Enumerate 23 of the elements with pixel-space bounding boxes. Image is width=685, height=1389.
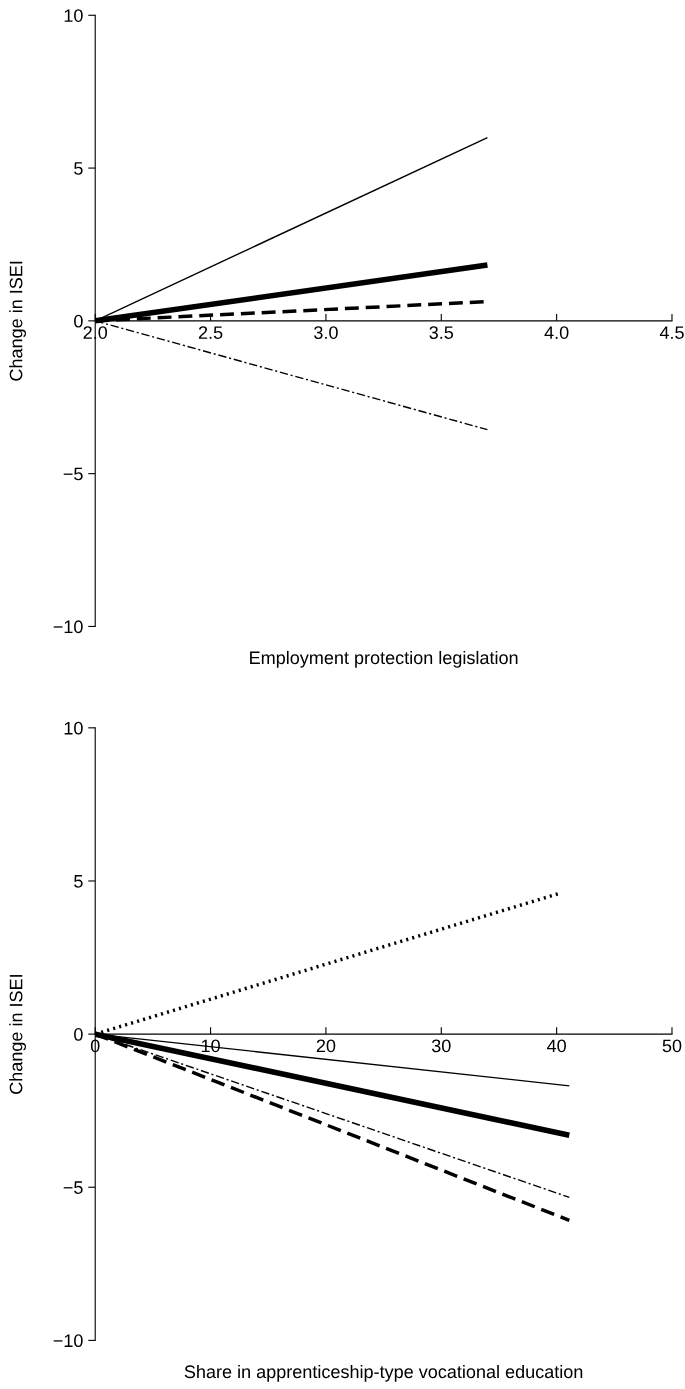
x-tick-label: 30 (431, 1039, 451, 1053)
x-tick-label: 3.0 (314, 326, 338, 339)
y-tick-label: −10 (53, 1334, 83, 1348)
x-tick-label: 4.5 (659, 326, 684, 339)
y-tick-label: 10 (64, 9, 83, 22)
x-tick-label: 3.5 (429, 326, 454, 339)
y-tick-label: 0 (74, 1028, 83, 1041)
y-tick-label: −10 (53, 620, 83, 634)
y-tick-label: 0 (74, 314, 83, 328)
y-tick-label: 10 (64, 721, 83, 735)
x-axis-title: Share in apprenticeship-type vocational education (184, 1364, 583, 1382)
x-tick-label: 40 (547, 1039, 566, 1053)
x-axis-title: Employment protection legislation (250, 650, 518, 668)
x-tick-label: 20 (316, 1039, 336, 1053)
y-tick-label: 5 (74, 162, 83, 175)
x-tick-label: 2.5 (198, 326, 223, 339)
x-tick-label: 50 (662, 1039, 682, 1053)
y-tick-label: 5 (74, 875, 83, 888)
y-axis-title: Change in ISEI (9, 975, 26, 1094)
x-tick-label: 4.0 (544, 326, 569, 339)
y-tick-label: −5 (63, 467, 83, 481)
y-axis-title: Change in ISEI (9, 261, 26, 381)
y-tick-label: −5 (63, 1181, 83, 1194)
